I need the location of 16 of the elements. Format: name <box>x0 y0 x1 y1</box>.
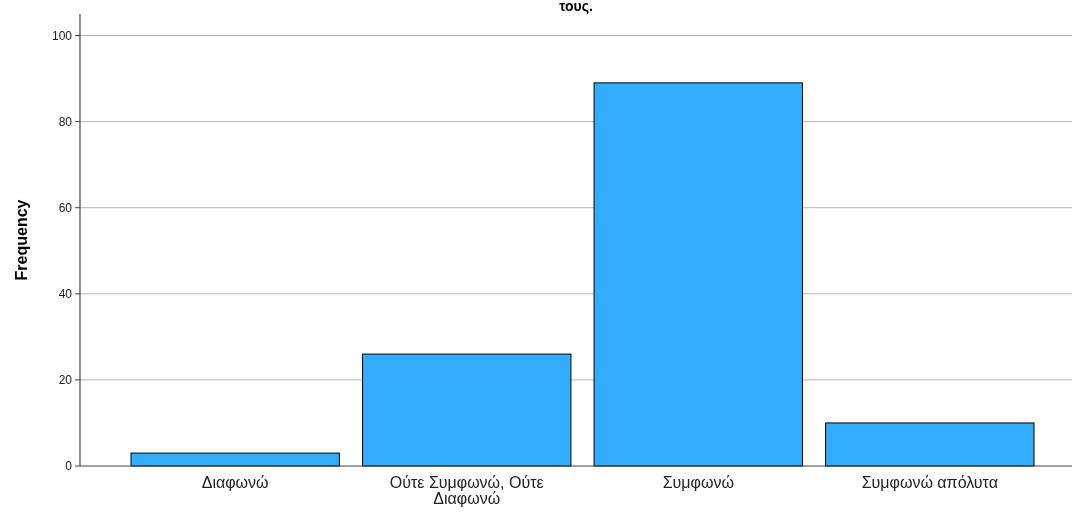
y-tick-label: 60 <box>58 200 73 215</box>
bar <box>130 452 340 467</box>
bar <box>825 422 1035 467</box>
x-tick-label: Διαφωνώ <box>201 474 269 491</box>
bar <box>362 353 572 467</box>
x-tick-label: Συμφωνώ απόλυτα <box>861 474 998 491</box>
y-axis-title: Frequency <box>13 199 30 281</box>
x-tick-label: Συμφωνώ <box>662 474 734 491</box>
chart-title: τους. <box>559 0 593 14</box>
x-tick-label: Ούτε Συμφωνώ, Ούτε Διαφωνώ <box>389 474 544 507</box>
y-tick-label: 40 <box>58 287 73 302</box>
y-tick-label: 0 <box>65 459 73 474</box>
y-tick-label: 20 <box>58 373 73 388</box>
y-tick-label: 100 <box>51 28 73 43</box>
y-tick-label: 80 <box>58 114 73 129</box>
bar <box>593 82 803 467</box>
